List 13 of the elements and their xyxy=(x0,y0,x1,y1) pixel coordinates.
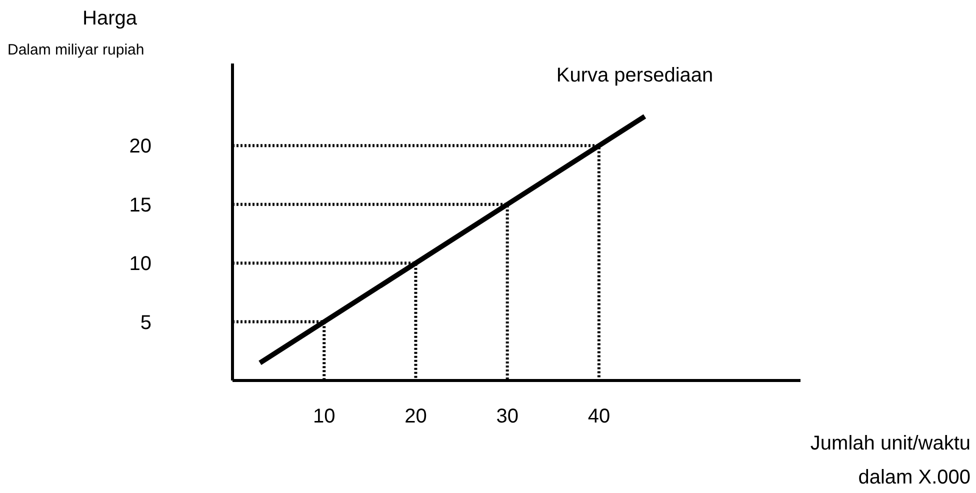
x-tick-label: 40 xyxy=(588,406,610,428)
text: Kurva persediaan xyxy=(556,64,714,86)
x-tick-label: 30 xyxy=(496,406,518,428)
y-axis-title: Harga xyxy=(82,8,138,30)
x-tick-label: 20 xyxy=(404,406,427,428)
y-tick-label: 10 xyxy=(129,253,152,276)
y-tick-label: 20 xyxy=(129,136,152,158)
y-tick-label: 5 xyxy=(140,312,152,334)
y-tick-label: 15 xyxy=(129,194,152,216)
x-tick-label: 10 xyxy=(312,406,336,428)
text: Dalam miliyar rupiah xyxy=(8,42,144,58)
x-axis-title: Jumlah unit/waktu xyxy=(810,432,970,454)
text: dalam X.000 xyxy=(858,466,970,488)
